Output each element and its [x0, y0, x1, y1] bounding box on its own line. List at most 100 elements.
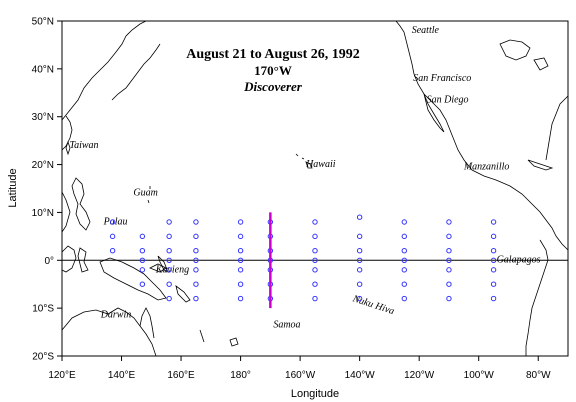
mooring-marker	[237, 257, 244, 263]
x-axis-ticks: 120°E 140°E 160°E 180° 160°W 140°W 120°W 100°W 8…	[48, 356, 551, 381]
mooring-marker	[446, 233, 452, 240]
y-tick-label: 20°S	[32, 352, 54, 363]
coast-japan	[111, 43, 161, 101]
plot-frame	[61, 20, 569, 357]
mooring-marker	[193, 257, 199, 263]
mooring-marker	[109, 219, 116, 225]
place-label: Manzanillo	[463, 161, 510, 172]
mooring-marker	[490, 219, 497, 225]
y-tick-label: 50°N	[32, 17, 54, 28]
mooring-marker	[193, 281, 199, 287]
mooring-marker	[401, 295, 407, 302]
mooring-marker	[356, 295, 363, 302]
y-tick-label: 30°N	[32, 112, 54, 123]
coast-sulawesi	[77, 247, 89, 273]
mooring-marker	[312, 267, 318, 273]
mooring-marker	[446, 219, 452, 225]
mooring-marker	[166, 219, 172, 225]
mooring-marker	[446, 281, 452, 287]
place-label: Samoa	[273, 319, 300, 330]
mooring-marker	[193, 267, 199, 273]
mooring-marker	[401, 257, 407, 263]
coast-east-us	[545, 95, 569, 161]
place-label: Darwin	[100, 310, 132, 321]
mooring-marker	[490, 281, 497, 287]
coast-vanuatu	[199, 329, 205, 343]
coast-north-america	[395, 20, 569, 251]
coast-south-america	[525, 239, 549, 356]
x-tick-label: 100°W	[464, 370, 495, 381]
x-tick-label: 180°	[230, 370, 251, 381]
mooring-marker	[446, 295, 452, 302]
mooring-marker	[490, 267, 497, 273]
coast-taiwan	[65, 140, 71, 156]
coast-new-ireland	[157, 255, 169, 273]
mooring-marker	[237, 248, 244, 254]
place-label: Kavieng	[155, 264, 189, 275]
mooring-marker	[312, 219, 318, 225]
mooring-marker	[193, 248, 199, 254]
mooring-marker	[356, 257, 363, 263]
coast-great-lakes	[499, 39, 549, 71]
mooring-marker	[139, 267, 146, 273]
mooring-marker	[401, 281, 407, 287]
place-label: Taiwan	[69, 140, 98, 151]
y-tick-label: 10°N	[32, 208, 54, 219]
y-axis-title: Latitude	[7, 168, 19, 207]
mooring-marker	[139, 257, 146, 263]
x-tick-label: 140°W	[345, 370, 376, 381]
y-axis-ticks: 50°N 40°N 30°N 20°N 10°N 0° 10°S 20°S	[32, 17, 62, 363]
y-tick-label: 10°S	[32, 304, 54, 315]
mooring-marker	[237, 295, 244, 302]
x-tick-label: 120°W	[404, 370, 435, 381]
place-label: San Francisco	[413, 73, 471, 84]
y-tick-label: 0°	[44, 256, 54, 267]
mooring-marker	[490, 248, 497, 254]
title-dates: August 21 to August 26, 1992	[186, 47, 359, 62]
mooring-marker	[139, 281, 146, 287]
title-ship: Discoverer	[243, 79, 303, 94]
x-tick-label: 80°W	[526, 370, 551, 381]
mooring-marker	[356, 281, 363, 287]
coast-australia	[61, 307, 157, 357]
coast-baja	[423, 93, 445, 133]
mooring-marker	[166, 233, 172, 240]
mooring-marker	[312, 281, 318, 287]
mooring-marker	[401, 233, 407, 240]
mooring-marker	[109, 248, 116, 254]
mooring-marker	[401, 267, 407, 273]
coast-cape-york	[139, 307, 155, 339]
x-tick-label: 160°W	[285, 370, 316, 381]
mooring-marker	[139, 248, 146, 254]
mooring-marker	[490, 295, 497, 302]
coast-china	[61, 115, 73, 151]
coast-solomons	[175, 285, 191, 303]
mooring-marker	[166, 295, 172, 302]
x-tick-label: 140°E	[108, 370, 136, 381]
mooring-marker	[490, 257, 497, 263]
mooring-marker	[166, 248, 172, 254]
coast-hawaii	[295, 153, 313, 169]
y-tick-label: 40°N	[32, 64, 54, 75]
y-tick-label: 20°N	[32, 160, 54, 171]
mooring-marker	[312, 233, 318, 240]
mooring-marker	[446, 267, 452, 273]
mooring-marker	[109, 233, 116, 240]
mooring-marker	[401, 248, 407, 254]
mooring-marker	[139, 233, 146, 240]
mooring-marker	[166, 257, 172, 263]
coastlines	[61, 20, 569, 357]
place-label: Galapagos	[497, 255, 541, 266]
mooring-marker	[490, 233, 497, 240]
mooring-marker	[312, 257, 318, 263]
mooring-marker	[193, 233, 199, 240]
mooring-marker	[193, 295, 199, 302]
mooring-marker	[312, 248, 318, 254]
coast-cuba	[527, 159, 554, 171]
mooring-marker	[193, 219, 199, 225]
x-tick-label: 160°E	[167, 370, 195, 381]
place-label: Guam	[133, 188, 157, 199]
x-tick-label: 120°E	[48, 370, 76, 381]
coast-indochina	[61, 191, 71, 233]
